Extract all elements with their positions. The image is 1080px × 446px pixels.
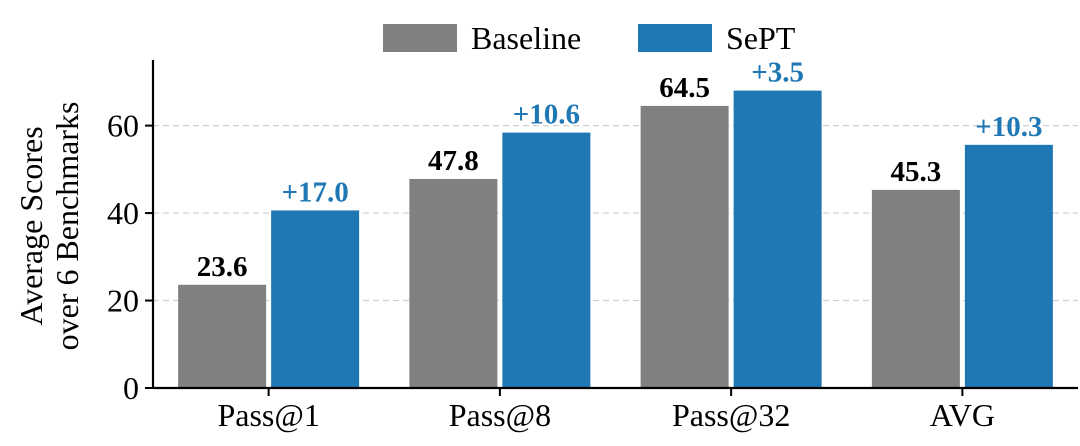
- value-labels: 23.6 +17.0 47.8 +10.6 64.5 +3.5 45.3 +10.3: [197, 57, 1043, 283]
- y-axis-title-line-2: over 6 Benchmarks: [49, 102, 85, 351]
- legend: Baseline SePT: [383, 20, 796, 56]
- bar-baseline-pass-at-8: [409, 178, 498, 388]
- legend-swatch-sept: [638, 24, 712, 52]
- x-tick-label: Pass@32: [672, 397, 790, 433]
- y-tick-label: 60: [107, 108, 139, 144]
- bar-sept-avg: [964, 144, 1053, 388]
- legend-label-sept: SePT: [726, 20, 796, 56]
- axes: 0 20 40 60 Pass@1 Pass@8 Pass@32 AVG: [107, 60, 1078, 433]
- bar-baseline-pass-at-32: [640, 105, 729, 389]
- value-label: +10.6: [513, 99, 580, 131]
- value-label: 23.6: [197, 251, 248, 283]
- bar-sept-pass-at-1: [271, 210, 360, 388]
- y-tick-label: 40: [107, 195, 139, 231]
- value-label: +3.5: [751, 57, 804, 89]
- y-axis-title-line-1: Average Scores: [13, 126, 49, 325]
- x-tick-label: AVG: [930, 397, 995, 433]
- legend-swatch-baseline: [383, 24, 457, 52]
- bar-sept-pass-at-32: [733, 90, 822, 388]
- bar-sept-pass-at-8: [502, 132, 591, 388]
- bar-baseline-pass-at-1: [178, 284, 267, 388]
- value-label: 47.8: [428, 145, 479, 177]
- x-tick-label: Pass@8: [449, 397, 551, 433]
- bar-baseline-avg: [871, 189, 960, 388]
- value-label: +10.3: [975, 111, 1042, 143]
- y-tick-label: 0: [123, 370, 139, 406]
- value-label: 45.3: [891, 156, 942, 188]
- legend-label-baseline: Baseline: [471, 20, 581, 56]
- y-tick-label: 20: [107, 283, 139, 319]
- x-tick-label: Pass@1: [217, 397, 319, 433]
- bars: [178, 90, 1053, 389]
- value-label: 64.5: [659, 72, 710, 104]
- value-label: +17.0: [281, 176, 348, 208]
